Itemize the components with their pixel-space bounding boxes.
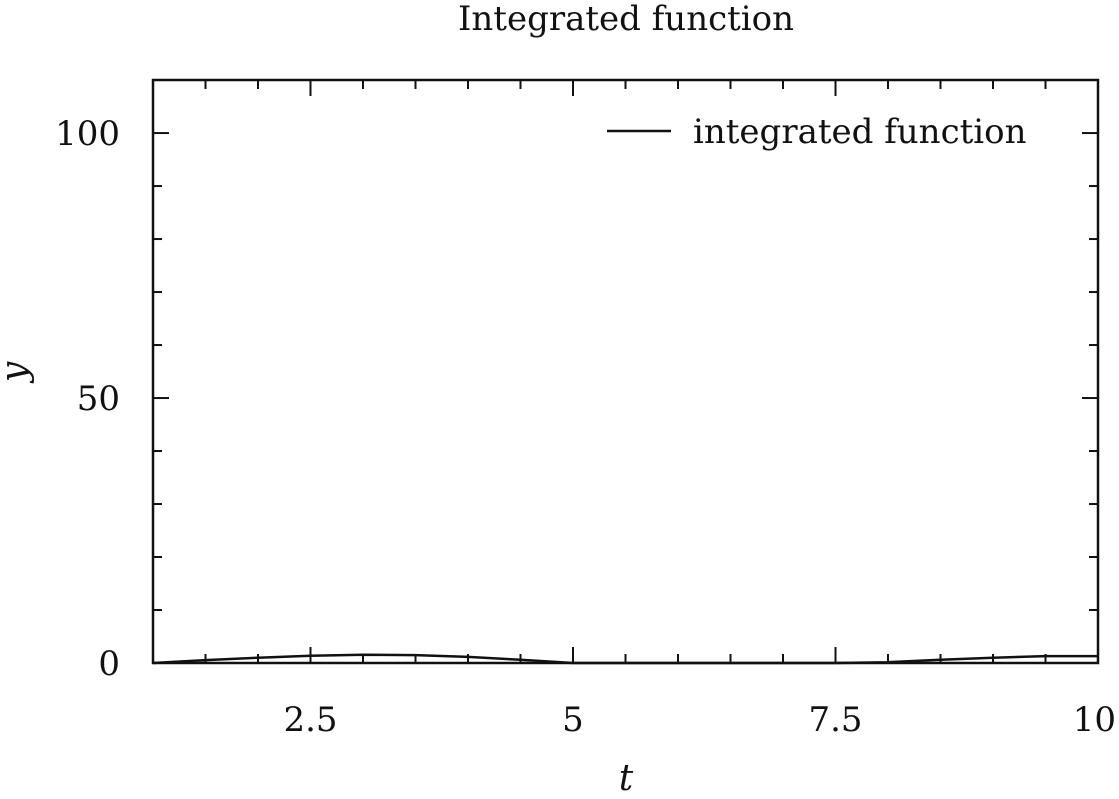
x-tick-label: 5 (562, 700, 584, 740)
y-tick-label: 50 (77, 379, 120, 419)
y-tick-label: 0 (98, 644, 120, 684)
axis-ticks (152, 80, 1099, 664)
series-line (152, 653, 1098, 665)
legend: integrated function (607, 112, 1027, 152)
y-tick-label: 100 (55, 114, 120, 154)
x-tick-label: 2.5 (283, 700, 337, 740)
y-axis-label: y (0, 361, 35, 384)
x-tick-label: 10 (1073, 700, 1116, 740)
series-layer (152, 653, 1098, 665)
x-tick-label: 7.5 (808, 700, 862, 740)
chart-title: Integrated function (458, 0, 794, 39)
plot-frame (151, 78, 1100, 665)
x-axis-label: t (619, 758, 634, 795)
legend-label: integrated function (693, 112, 1027, 152)
